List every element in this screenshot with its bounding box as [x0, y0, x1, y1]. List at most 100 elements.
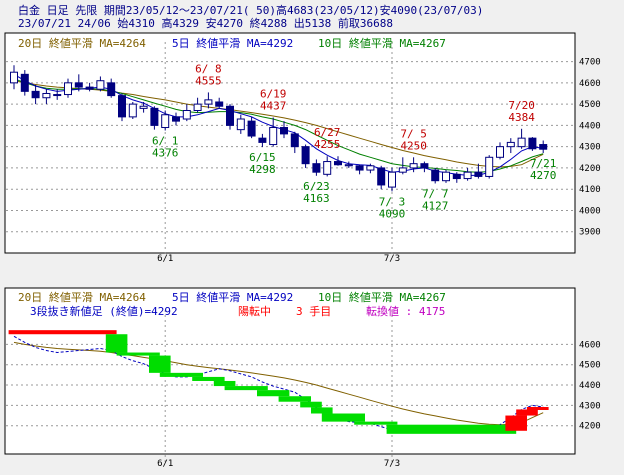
top-y-tick-4500: 4500 — [579, 100, 601, 110]
candle-body-30 — [334, 161, 342, 166]
bottom-x-tick-1: 7/3 — [384, 459, 400, 469]
candle-body-23 — [258, 137, 267, 143]
candle-body-12 — [139, 105, 148, 109]
candle-body-14 — [161, 114, 170, 129]
candle-body-29 — [323, 161, 332, 175]
annotation-value-2: 4298 — [249, 163, 276, 176]
candle-body-48 — [528, 137, 537, 150]
brick-7 — [224, 386, 268, 391]
three-line-break-bricks — [8, 330, 549, 434]
top-legend-ma20: 20日 終値平滑 MA=4264 — [18, 36, 146, 50]
top-y-tick-4200: 4200 — [579, 164, 601, 174]
top-legend-ma5: 5日 終値平滑 MA=4292 — [172, 36, 293, 50]
annotation-date-6: 7/ 3 — [379, 195, 406, 208]
candle-body-8 — [96, 80, 105, 90]
candle-body-28 — [312, 163, 321, 173]
candle-body-5 — [64, 82, 72, 96]
candle-body-36 — [398, 167, 407, 173]
candle-body-10 — [118, 95, 126, 118]
candle-body-15 — [172, 116, 180, 122]
annotation-value-4: 4163 — [303, 192, 330, 205]
candle-body-46 — [506, 141, 515, 148]
candle-body-25 — [280, 127, 288, 135]
header-line-2: 23/07/21 24/06 始4310 高4329 安4270 終4288 出… — [18, 16, 393, 30]
candle-body-22 — [247, 120, 256, 137]
annotation-value-6: 4090 — [379, 207, 406, 220]
break-count-label: 3 手目 — [296, 304, 331, 318]
candle-body-40 — [442, 171, 450, 182]
annotation-date-8: 7/ 7 — [422, 187, 449, 200]
break-panel-grid — [6, 310, 574, 462]
brick-4 — [159, 372, 203, 377]
annotation-date-0: 6/ 1 — [152, 134, 179, 147]
bottom-legend-ma20: 20日 終値平滑 MA=4264 — [18, 290, 146, 304]
break-reversal-label: 転換値 : 4175 — [366, 305, 445, 318]
annotation-date-5: 6/27 — [314, 126, 341, 139]
annotation-date-10: 7/21 — [530, 157, 557, 170]
candle-body-1 — [20, 73, 29, 92]
bottom-y-tick-4400: 4400 — [579, 381, 601, 391]
bottom-legend-ma10: 10日 終値平滑 MA=4267 — [318, 290, 446, 304]
candle-body-0 — [10, 71, 18, 84]
candle-body-24 — [269, 127, 278, 146]
candle-body-31 — [344, 164, 353, 167]
break-panel-x-ticks: 6/1 7/3 — [157, 459, 400, 469]
top-y-tick-4100: 4100 — [579, 185, 601, 195]
candle-body-37 — [409, 163, 418, 169]
brick-10 — [300, 401, 322, 408]
candle-body-39 — [431, 169, 440, 182]
candle-body-18 — [204, 99, 213, 105]
bottom-y-tick-4600: 4600 — [579, 340, 601, 350]
brick-6 — [213, 380, 236, 387]
header-line-1: 白金 日足 先限 期間23/05/12～23/07/21( 50)高4683(2… — [18, 3, 483, 17]
annotation-value-5: 4255 — [314, 138, 341, 151]
brick-0 — [8, 330, 117, 335]
candle-body-16 — [182, 109, 191, 120]
bottom-ma20-line — [13, 341, 544, 426]
top-legend-ma10: 10日 終値平滑 MA=4267 — [318, 36, 446, 50]
break-status-label: 3段抜き新値足 (終値)=4292 — [30, 304, 178, 318]
candle-body-3 — [42, 92, 51, 99]
candle-body-19 — [215, 101, 224, 107]
top-ma20-line — [13, 80, 544, 168]
candle-body-49 — [539, 144, 548, 150]
candle-body-44 — [485, 156, 494, 177]
brick-2 — [116, 352, 160, 356]
brick-11 — [311, 407, 333, 414]
candle-panel-y-ticks: 3900 4000 4100 4200 4300 4400 4500 4600 4700 — [579, 58, 601, 238]
brick-12 — [321, 413, 365, 422]
candle-body-9 — [107, 82, 116, 97]
brick-16 — [516, 409, 538, 416]
candle-body-32 — [355, 165, 364, 171]
candle-body-4 — [53, 94, 62, 97]
top-x-tick-0: 6/1 — [157, 254, 173, 264]
brick-9 — [278, 396, 311, 402]
candle-body-47 — [517, 137, 526, 148]
break-panel-y-ticks: 4200 4300 4400 4500 4600 — [579, 340, 601, 431]
candlesticks — [10, 65, 548, 192]
candle-body-45 — [496, 146, 504, 158]
top-y-tick-4300: 4300 — [579, 143, 601, 153]
break-trend-label: 陽転中 — [238, 305, 271, 318]
annotation-value-0: 4376 — [152, 146, 179, 159]
annotation-date-1: 6/ 8 — [195, 62, 222, 75]
candle-panel — [4, 32, 576, 254]
annotation-value-8: 4127 — [422, 199, 449, 212]
annotation-value-10: 4270 — [530, 169, 557, 182]
annotation-value-7: 4250 — [400, 139, 427, 152]
brick-3 — [149, 355, 171, 373]
candle-body-6 — [74, 82, 83, 88]
annotation-value-3: 4437 — [260, 100, 287, 113]
candle-body-7 — [85, 86, 94, 90]
candle-body-21 — [236, 118, 245, 131]
candle-body-27 — [301, 146, 310, 165]
top-x-tick-1: 7/3 — [384, 254, 400, 264]
bottom-y-tick-4500: 4500 — [579, 361, 601, 371]
top-y-tick-4700: 4700 — [579, 58, 601, 68]
annotation-value-1: 4555 — [195, 74, 222, 87]
candle-body-26 — [290, 133, 299, 148]
candle-body-20 — [226, 105, 234, 126]
brick-17 — [527, 407, 549, 411]
